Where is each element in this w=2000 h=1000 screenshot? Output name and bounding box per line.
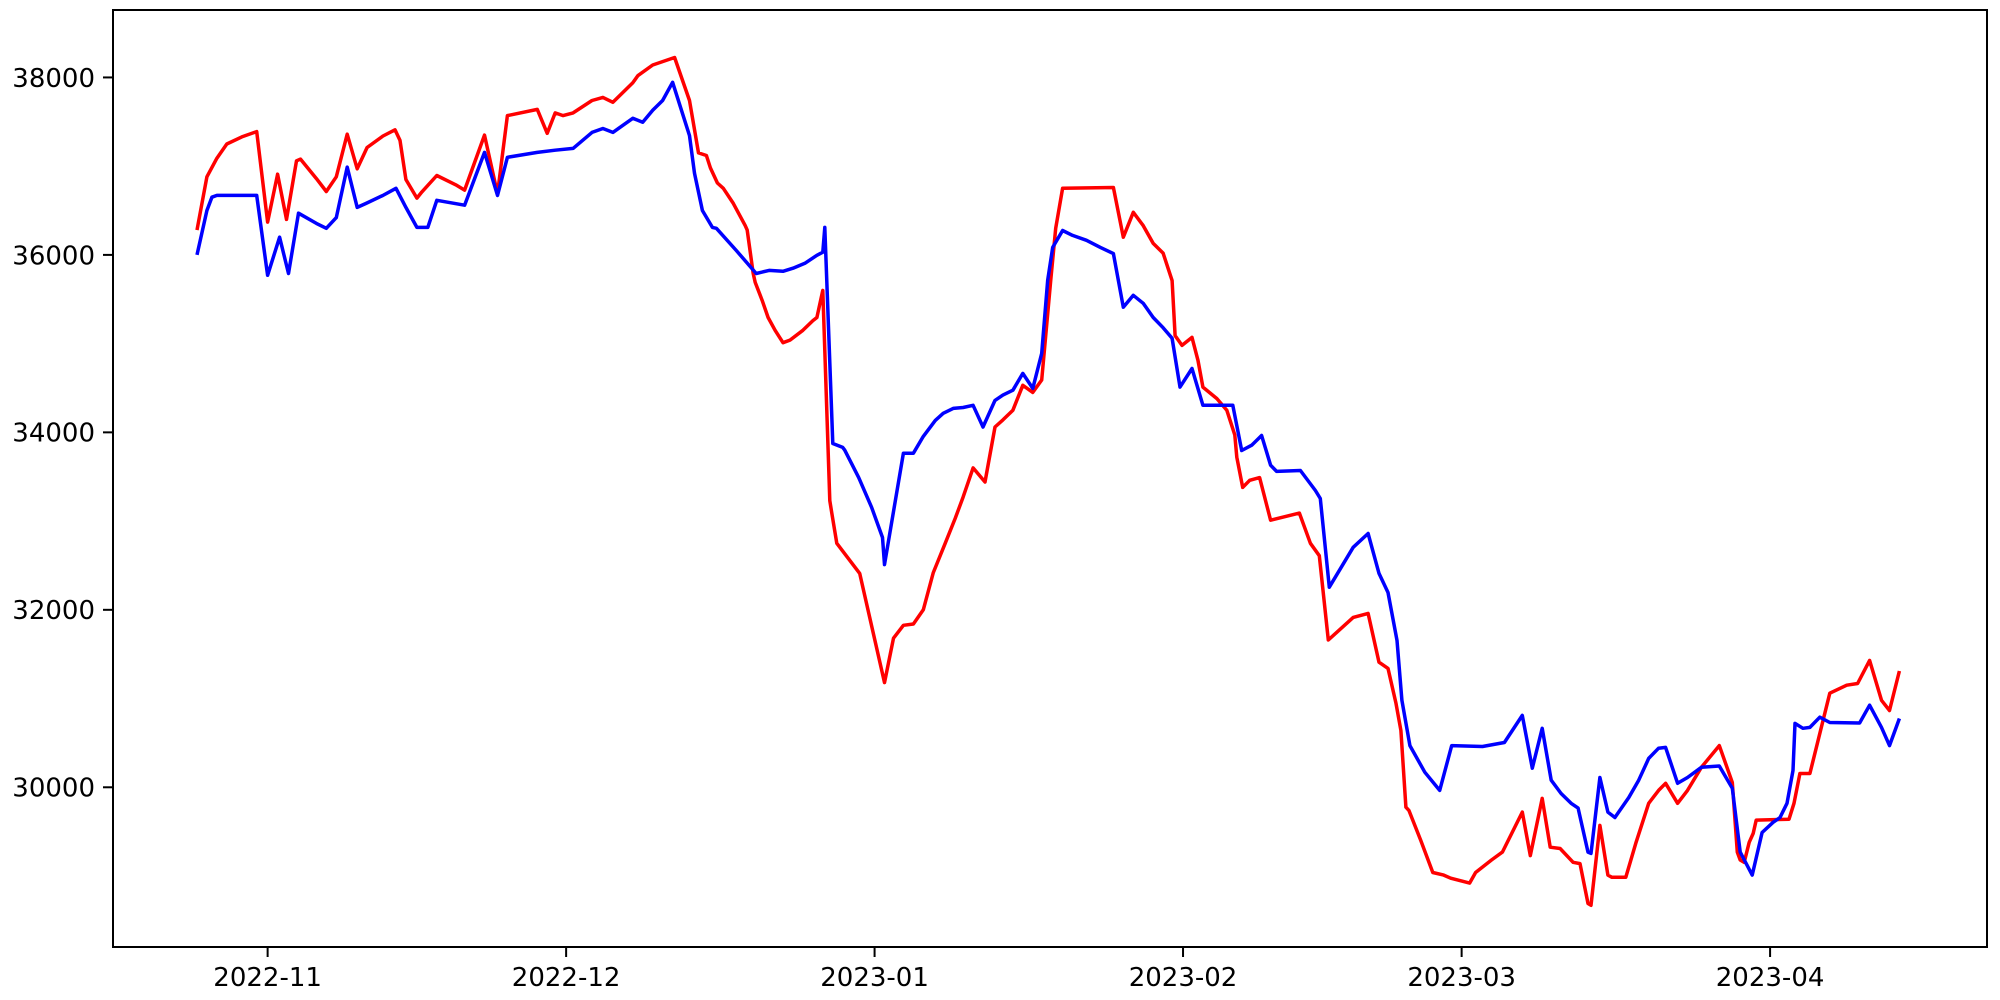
x-tick-label: 2023-02 [1129, 963, 1238, 993]
x-tick-label: 2022-12 [512, 963, 621, 993]
y-tick-label: 30000 [12, 774, 95, 804]
x-tick-label: 2023-04 [1716, 963, 1825, 993]
series-group [195, 55, 1902, 908]
blue-series-line [195, 80, 1902, 877]
y-tick-label: 38000 [12, 64, 95, 94]
x-axis: 2022-11 2022-12 2023-01 2023-02 2023-03 2023-… [213, 947, 1824, 993]
x-tick-label: 2022-11 [213, 963, 322, 993]
red-series-line [195, 55, 1902, 908]
y-tick-label: 36000 [12, 241, 95, 271]
y-tick-label: 34000 [12, 419, 95, 449]
y-axis: 30000 32000 34000 36000 38000 [12, 64, 113, 804]
x-tick-label: 2023-01 [820, 963, 929, 993]
plot-border [112, 9, 1988, 948]
x-tick-label: 2023-03 [1407, 963, 1516, 993]
y-tick-label: 32000 [12, 596, 95, 626]
